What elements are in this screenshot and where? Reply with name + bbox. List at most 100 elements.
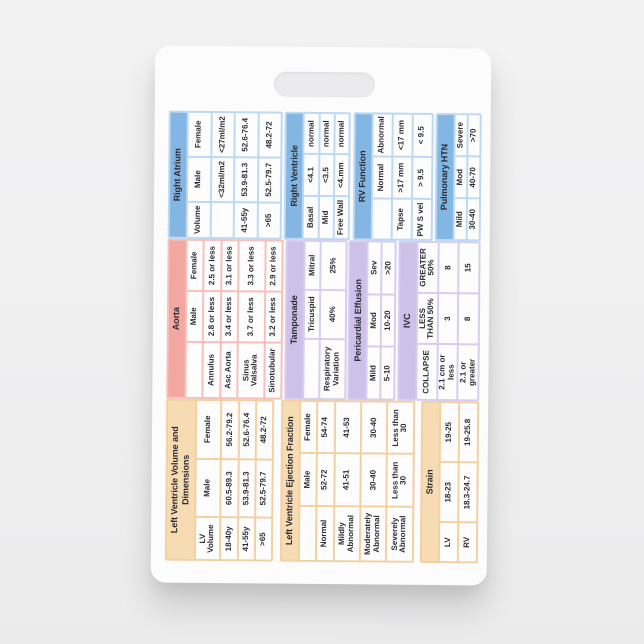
table-grid: Normal Abnormal Tapse >17 mm <17 mm PW S vel >…	[372, 114, 432, 239]
table-cell: 53.9-81.3	[238, 459, 255, 517]
row-label-cell	[211, 202, 233, 238]
row-label-cell: >65	[258, 203, 280, 238]
row-label-cell: Basal	[304, 196, 318, 238]
table-header-cell	[372, 199, 391, 239]
table-cell: <3.5	[319, 155, 334, 195]
row-label-cell: 41-55y	[238, 518, 255, 560]
row-label-cell: Respiratory Variation	[320, 339, 345, 399]
table-cell: >70	[468, 115, 480, 156]
table-cell: 3.4 or less	[221, 292, 238, 342]
table-header-cell: Female	[300, 401, 317, 453]
table-left-ventricle-ejection-fraction: Left Ventricle Ejection Fraction Male Fema…	[279, 399, 415, 563]
table-cell: 3	[438, 294, 458, 344]
rotated-content-area: Left Ventricle Volume and Dimensions LV V…	[164, 110, 482, 564]
row-label-cell: Mid	[319, 196, 334, 239]
table-grid: Basal <4.1 normal Mid <3.5 normal Free Wall <4.…	[304, 113, 350, 239]
table-cell: >20	[382, 242, 395, 294]
column-right-heart: Right Atrium Volume Male Female <32ml/m2 <27m…	[167, 110, 482, 242]
table-cell: 19-25.8	[459, 403, 478, 462]
table-cell: 40%	[321, 290, 345, 338]
table-cell: 2.8 or less	[204, 291, 221, 342]
table-cell: 25%	[321, 242, 346, 289]
table-cell: 52.6-76.4	[235, 113, 258, 157]
table-left-ventricle-volume-and-dimensions: Left Ventricle Volume and Dimensions LV V…	[164, 398, 275, 562]
column-aorta-and-pericardium: Aorta Male Female Annulus 2.8 or less 2.5 or …	[166, 238, 481, 402]
table-title: Left Ventricle Volume and Dimensions	[166, 400, 195, 559]
row-label-cell: 30-40	[467, 199, 480, 240]
table-header-cell: Male	[299, 454, 316, 505]
table-cell: 30-40	[361, 402, 387, 454]
table-cell: 19-25	[440, 403, 459, 462]
table-cell: normal	[335, 114, 350, 154]
table-right-ventricle: Right Ventricle Basal <4.1 normal Mid <3.5 nor…	[283, 111, 352, 241]
table-header-cell: Mild	[367, 347, 381, 399]
table-cell: 52.6-76.4	[239, 401, 256, 459]
table-grid: Mild Mod Severe 30-40 40-70 >70	[454, 115, 480, 240]
row-label-cell: Severely Abnormal	[387, 507, 412, 561]
table-header-cell: Normal	[372, 157, 392, 198]
table-cell: > 9.5	[412, 157, 432, 199]
table-title: Pericardial Effusion	[349, 242, 367, 399]
row-label-cell: Annulus	[203, 342, 220, 398]
row-label-cell: RV	[458, 523, 477, 562]
table-cell: 41-51	[334, 454, 360, 506]
row-label-cell: Moderately Abnormal	[360, 507, 386, 561]
table-grid: Mild Mod Sev 5-10 10-20 >20	[367, 242, 395, 399]
row-label-cell: Mildly Abnormal	[334, 507, 360, 561]
table-cell: 40-70	[468, 157, 480, 198]
row-label-cell: Tapse	[392, 199, 411, 239]
table-cell: 48.2-72	[258, 113, 281, 157]
table-header-cell: Mild	[454, 199, 467, 240]
table-title: Tamponade	[285, 241, 304, 398]
table-cell: 48.2-72	[256, 401, 273, 459]
row-label-cell: 18-40y	[221, 518, 237, 560]
table-title: Right Ventricle	[286, 113, 304, 238]
table-cell: 56.2-79.2	[222, 401, 238, 458]
table-grid: Tricuspid Mitral Respiratory Variation 40% 2…	[303, 241, 346, 399]
row-label-cell: Free Wall	[334, 196, 349, 239]
row-label-cell: Sinus Valsalva	[238, 343, 264, 398]
table-cell: 41-53	[335, 402, 361, 453]
table-grid: COLLAPSE LESS THAN 50% GREATER 50% 2.1 cm o…	[417, 242, 479, 400]
row-label-cell: 41-55y	[234, 202, 257, 238]
table-cell: 2.5 or less	[204, 241, 221, 291]
table-cell: 18.3-24.7	[459, 463, 477, 522]
table-header-cell: Male	[195, 459, 221, 517]
table-header-cell: Female	[188, 112, 211, 156]
table-header-cell: Volume	[187, 202, 210, 238]
table-header-cell: GREATER 50%	[418, 242, 438, 293]
table-header-cell	[303, 339, 320, 398]
badge-slot-hole	[273, 71, 376, 98]
table-cell: 3.1 or less	[222, 241, 238, 291]
table-header-cell	[299, 506, 316, 560]
table-tamponade: Tamponade Tricuspid Mitral Respiratory Vari…	[283, 239, 348, 401]
table-ivc: IVC COLLAPSE LESS THAN 50% GREATER 50% 2.1 c…	[397, 240, 481, 402]
table-cell: <17 mm	[393, 114, 412, 156]
table-cell: 53.9-81.3	[234, 158, 257, 202]
table-title: Right Atrium	[169, 112, 187, 237]
table-grid: LV Volume Male Female 18-40y 60.5-89.3 56.2-7…	[195, 400, 273, 560]
table-pulmonary-htn: Pulmonary HTN Mild Mod Severe 30-40 40-70 >70	[434, 112, 482, 242]
table-cell: 60.5-89.3	[221, 459, 238, 517]
table-cell: 15	[459, 243, 479, 293]
row-label-cell: 2.1 or greater	[458, 345, 478, 400]
column-left-ventricle: Left Ventricle Volume and Dimensions LV V…	[164, 398, 480, 564]
row-label-cell: 5-10	[381, 347, 395, 399]
table-right-atrium: Right Atrium Volume Male Female <32ml/m2 <27m…	[167, 110, 283, 240]
table-cell: <4.mm	[335, 155, 349, 195]
table-header-cell: Male	[187, 157, 210, 201]
row-label-cell: Asc Aorta	[221, 343, 238, 398]
table-header-cell: Tricuspid	[304, 290, 320, 338]
table-cell: 8	[438, 243, 458, 293]
table-cell: Less than 30	[387, 402, 413, 454]
table-header-cell	[186, 342, 203, 397]
table-aorta: Aorta Male Female Annulus 2.8 or less 2.5 or …	[166, 238, 284, 400]
table-cell: 52.5-79.7	[258, 158, 281, 202]
table-header-cell: Mod	[368, 295, 381, 346]
row-label-cell: >65	[255, 518, 272, 560]
table-cell: <27ml/m2	[211, 113, 234, 157]
table-cell: 3.7 or less	[239, 292, 264, 342]
table-cell: Less than 30	[387, 455, 413, 506]
table-header-cell: Severe	[455, 115, 467, 156]
table-cell: 52-72	[317, 454, 334, 506]
